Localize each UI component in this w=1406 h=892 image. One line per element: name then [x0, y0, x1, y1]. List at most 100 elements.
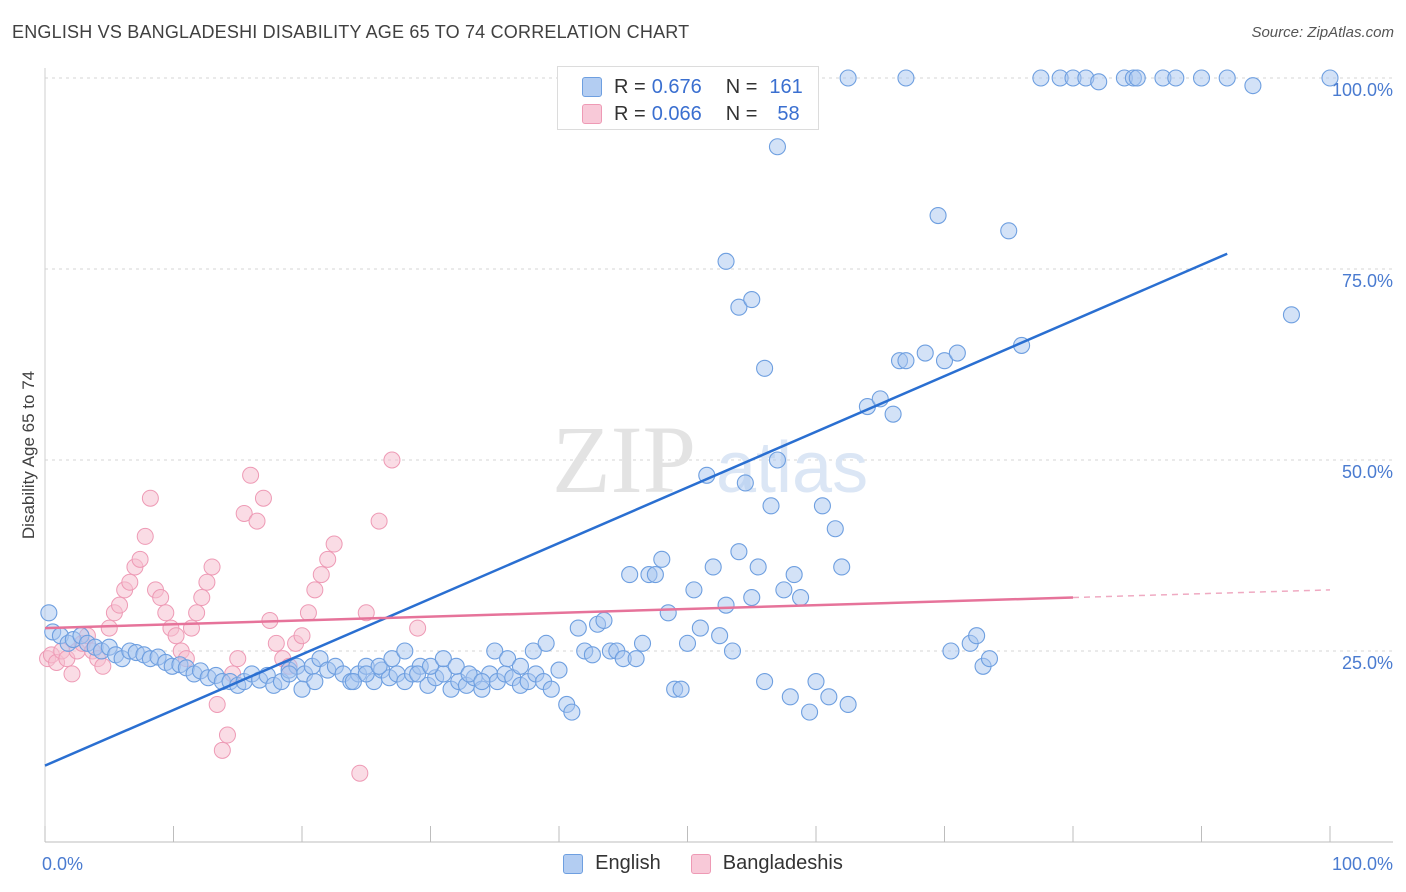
- tick-labels: 25.0% 50.0% 75.0% 100.0% 0.0% 100.0%: [42, 80, 1393, 874]
- english-point: [524, 642, 542, 660]
- english-point: [935, 352, 954, 370]
- trend-lines: [44, 252, 1331, 767]
- bangladeshi-point: [248, 512, 266, 530]
- bangladeshi-point: [208, 695, 226, 713]
- bangladeshi-point: [100, 619, 118, 637]
- english-point: [768, 138, 787, 156]
- english-point: [396, 642, 414, 660]
- english-point: [633, 634, 652, 652]
- english-point: [1282, 306, 1300, 324]
- english-point: [717, 596, 735, 614]
- legend: R = 0.676 N = 161 R = 0.066 N = 58: [557, 66, 819, 130]
- english-point: [621, 566, 639, 584]
- english-point: [916, 344, 934, 362]
- bangladeshi-point: [218, 726, 236, 744]
- english-point: [280, 665, 298, 683]
- english-point: [813, 497, 831, 515]
- watermark-zip: ZIP: [552, 406, 696, 513]
- english-point: [344, 673, 362, 691]
- bangladeshi-point: [351, 764, 369, 782]
- bottom-swatch-english: [563, 853, 584, 874]
- english-point: [447, 657, 465, 675]
- bangladeshi-point: [193, 589, 211, 607]
- bangladeshi-point: [254, 489, 272, 507]
- bangladeshi-point: [229, 650, 247, 668]
- english-point: [659, 604, 677, 622]
- english-point: [383, 650, 401, 668]
- english-point: [1032, 69, 1050, 87]
- legend-r-value: 0.066: [651, 102, 702, 125]
- watermark-atlas: atlas: [716, 428, 868, 508]
- english-point: [691, 619, 709, 637]
- bangladeshi-point: [319, 550, 337, 568]
- english-point: [1167, 69, 1185, 87]
- legend-n-label: N =: [725, 102, 758, 125]
- english-point: [723, 642, 742, 660]
- english-point: [685, 581, 703, 599]
- bangladeshi-point: [370, 512, 388, 530]
- english-point: [672, 680, 690, 698]
- english-point: [306, 673, 324, 691]
- english-point: [1244, 77, 1262, 95]
- english-point: [768, 451, 787, 469]
- english-point: [820, 688, 838, 706]
- legend-swatch-bangladeshi: [582, 104, 602, 124]
- y-axis-label: Disability Age 65 to 74: [19, 371, 38, 539]
- english-point: [511, 657, 530, 675]
- bangladeshi-point: [167, 627, 185, 645]
- english-point: [678, 634, 697, 652]
- english-point: [756, 673, 774, 691]
- english-point: [583, 646, 601, 664]
- chart-title: ENGLISH VS BANGLADESHI DISABILITY AGE 65…: [12, 22, 690, 42]
- bangladeshi-point: [188, 604, 206, 622]
- english-point: [749, 558, 767, 576]
- english-point: [40, 604, 58, 622]
- source-label: Source: ZipAtlas.com: [1251, 24, 1394, 41]
- bangladeshi-trend-line: [44, 596, 1074, 630]
- bangladeshi-point: [198, 573, 216, 591]
- english-point: [563, 703, 581, 721]
- english-point: [730, 543, 748, 561]
- bangladeshi-point: [242, 466, 260, 484]
- english-point: [781, 688, 799, 706]
- bangladeshi-point: [213, 741, 231, 759]
- english-point: [968, 627, 986, 645]
- english-point: [460, 665, 478, 683]
- english-point: [473, 673, 491, 691]
- bottom-legend-bangladeshi: Bangladeshis: [690, 852, 843, 875]
- legend-swatch-english: [582, 77, 602, 97]
- english-point: [839, 695, 857, 714]
- bangladeshi-point: [141, 489, 159, 507]
- english-point: [486, 642, 504, 660]
- bangladeshi-points: [39, 451, 427, 782]
- english-point: [569, 619, 587, 637]
- english-point: [801, 703, 819, 721]
- bangladeshi-point: [136, 527, 154, 545]
- english-point: [717, 252, 735, 270]
- bangladeshi-point: [357, 604, 375, 622]
- english-point: [897, 352, 915, 370]
- english-point: [421, 657, 440, 675]
- legend-r-label: R =: [614, 75, 646, 98]
- bangladeshi-point: [409, 619, 427, 637]
- english-point: [792, 588, 810, 607]
- y-tick-label: 100.0%: [1332, 80, 1393, 100]
- english-point: [1321, 69, 1339, 87]
- english-point: [595, 611, 613, 629]
- english-point: [499, 650, 517, 668]
- english-point: [942, 642, 960, 660]
- english-point: [826, 520, 844, 538]
- bangladeshi-point: [121, 573, 139, 591]
- legend-r-label: R =: [614, 102, 646, 125]
- bangladeshi-trend-extension: [1072, 589, 1331, 599]
- english-point: [711, 627, 729, 645]
- bangladeshi-point: [235, 504, 253, 522]
- english-point: [357, 665, 375, 683]
- y-tick-label: 25.0%: [1342, 653, 1393, 673]
- english-point: [948, 344, 966, 362]
- english-point: [550, 661, 568, 679]
- english-point: [370, 657, 388, 675]
- english-point: [1128, 69, 1146, 87]
- english-point: [807, 673, 825, 691]
